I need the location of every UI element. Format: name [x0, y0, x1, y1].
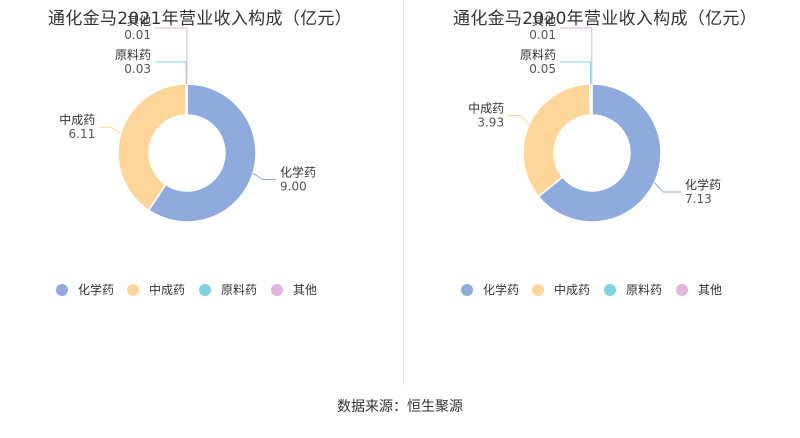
category-label-chemical-drug: 化学药: [685, 177, 721, 192]
category-label-api: 原料药: [520, 48, 556, 62]
leader-line-tcm: [508, 114, 530, 125]
legend-marker-chemical-drug: [461, 284, 473, 296]
legend-marker-tcm: [127, 284, 139, 296]
leader-line-tcm: [99, 126, 122, 134]
category-label-other: 其他: [127, 14, 151, 28]
chart-title-2020: 通化金马2020年营业收入构成（亿元）: [453, 9, 757, 29]
slice-chemical-drug: [537, 83, 662, 223]
category-label-api: 原料药: [115, 48, 151, 62]
category-label-tcm: 中成药: [59, 112, 95, 127]
category-label-chemical-drug: 化学药: [280, 165, 316, 180]
chart-panel-2020: 通化金马2020年营业收入构成（亿元） 化学药 7.13 中成药 3.93 原料药 0.0…: [405, 0, 800, 385]
chart-panel-2021: 通化金马2021年营业收入构成（亿元） 化学药 9.00 中成药 6.11 原料药 0.0…: [0, 0, 400, 385]
value-label-tcm: 6.11: [69, 127, 96, 141]
legend-label-api: 原料药: [626, 283, 662, 297]
legend: 化学药 中成药 原料药 其他: [56, 282, 317, 297]
chart-title-2021: 通化金马2021年营业收入构成（亿元）: [48, 9, 352, 29]
value-label-other: 0.01: [124, 28, 151, 42]
leader-line-chemical-drug: [252, 172, 276, 181]
leader-line-api: [155, 61, 187, 85]
leader-line-chemical-drug: [653, 182, 681, 193]
legend-label-tcm: 中成药: [554, 282, 590, 297]
legend-label-tcm: 中成药: [149, 282, 185, 297]
legend-label-api: 原料药: [221, 283, 257, 297]
slice-chemical-drug: [147, 83, 257, 223]
legend: 化学药 中成药 原料药 其他: [461, 282, 722, 297]
value-label-api: 0.03: [124, 62, 151, 76]
legend-marker-other: [271, 284, 283, 296]
legend-label-other: 其他: [293, 283, 317, 297]
category-label-tcm: 中成药: [468, 100, 504, 115]
leader-line-other: [560, 27, 593, 85]
value-label-other: 0.01: [529, 28, 556, 42]
data-source: 数据来源：恒生聚源: [337, 399, 463, 415]
value-label-chemical-drug: 7.13: [685, 192, 712, 206]
slice-tcm: [117, 83, 188, 212]
legend-label-other: 其他: [698, 283, 722, 297]
value-label-tcm: 3.93: [477, 115, 504, 129]
slice-tcm: [522, 83, 592, 198]
leader-line-api: [560, 61, 592, 85]
value-label-chemical-drug: 9.00: [280, 180, 307, 194]
value-label-api: 0.05: [529, 62, 556, 76]
legend-label-chemical-drug: 化学药: [483, 282, 519, 297]
legend-marker-chemical-drug: [56, 284, 68, 296]
legend-marker-api: [199, 284, 211, 296]
category-label-other: 其他: [532, 14, 556, 28]
panel-divider: [403, 0, 404, 385]
legend-marker-tcm: [532, 284, 544, 296]
leader-line-other: [155, 27, 188, 85]
legend-marker-api: [604, 284, 616, 296]
legend-label-chemical-drug: 化学药: [78, 282, 114, 297]
legend-marker-other: [676, 284, 688, 296]
